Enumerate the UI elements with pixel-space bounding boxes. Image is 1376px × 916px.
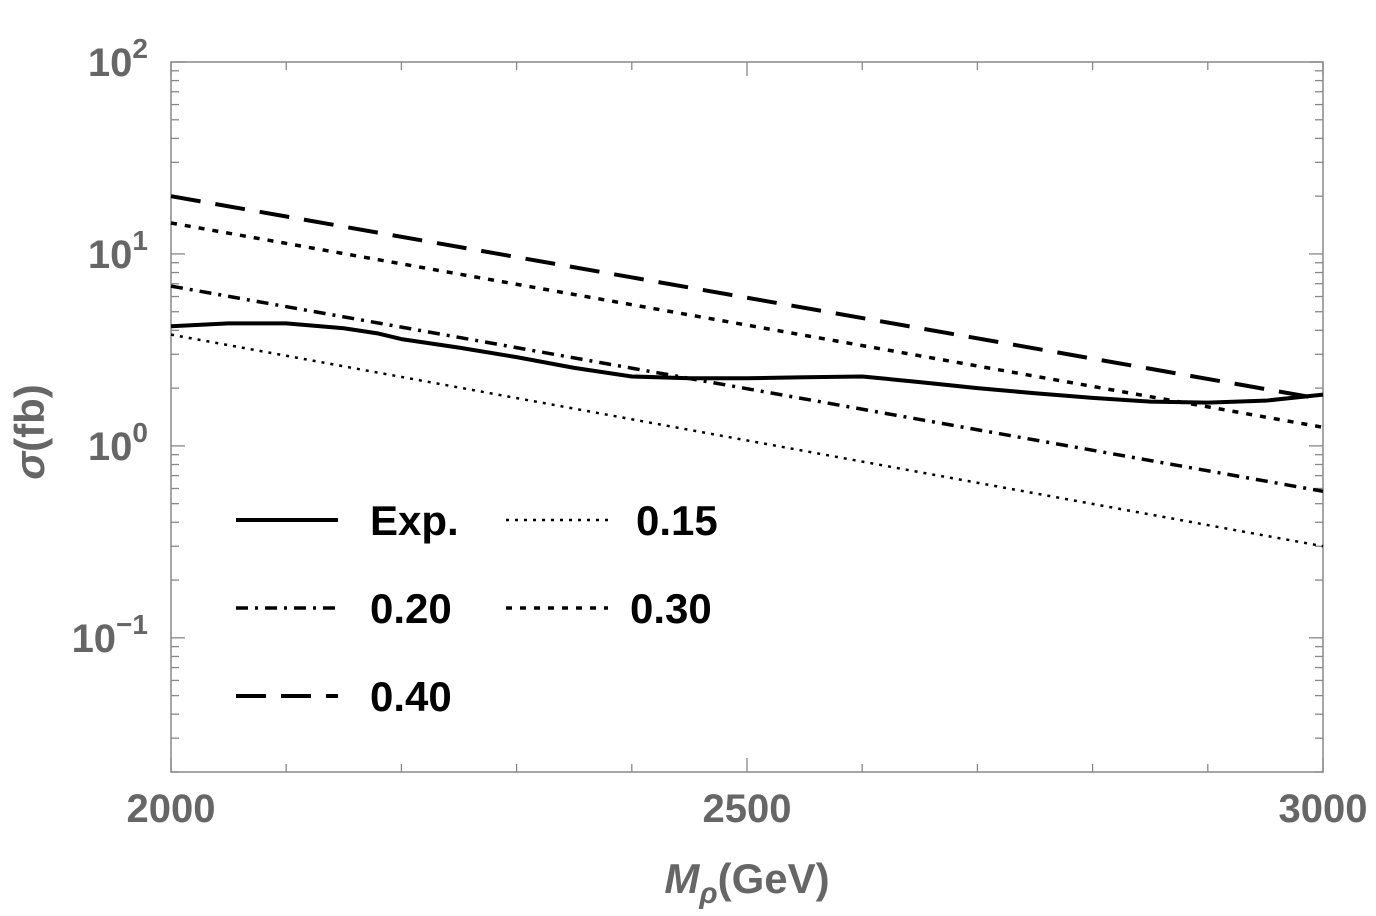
y-tick-label: 10−1 <box>72 609 148 661</box>
x-tick-label: 2000 <box>127 787 216 831</box>
series-line-exp <box>170 321 1324 405</box>
series-line-030 <box>170 221 1324 430</box>
y-axis-label: σ(fb) <box>6 384 53 480</box>
plot-frame <box>170 61 1324 773</box>
y-tick-label: 101 <box>88 225 148 277</box>
y-tick-label: 100 <box>88 417 148 469</box>
series <box>170 194 1324 548</box>
x-axis-label: Mρ(GeV) <box>664 855 829 910</box>
series-line-015 <box>170 333 1324 548</box>
legend-label: 0.15 <box>636 497 718 544</box>
series-line-040 <box>170 194 1324 402</box>
axis-labels: 2000 2500 3000 10−1 100 101 102 Mρ(GeV) σ(fb) <box>6 33 1367 910</box>
x-tick-label: 2500 <box>703 787 792 831</box>
legend-label: 0.30 <box>630 585 712 632</box>
legend: Exp. 0.15 0.20 0.30 0.40 <box>236 497 718 720</box>
legend-label: 0.20 <box>370 585 452 632</box>
x-tick-label: 3000 <box>1279 787 1368 831</box>
axes <box>170 61 1324 773</box>
y-tick-label: 102 <box>88 33 148 85</box>
series-line-020 <box>170 284 1324 494</box>
legend-label: 0.40 <box>370 673 452 720</box>
legend-label: Exp. <box>370 497 459 544</box>
